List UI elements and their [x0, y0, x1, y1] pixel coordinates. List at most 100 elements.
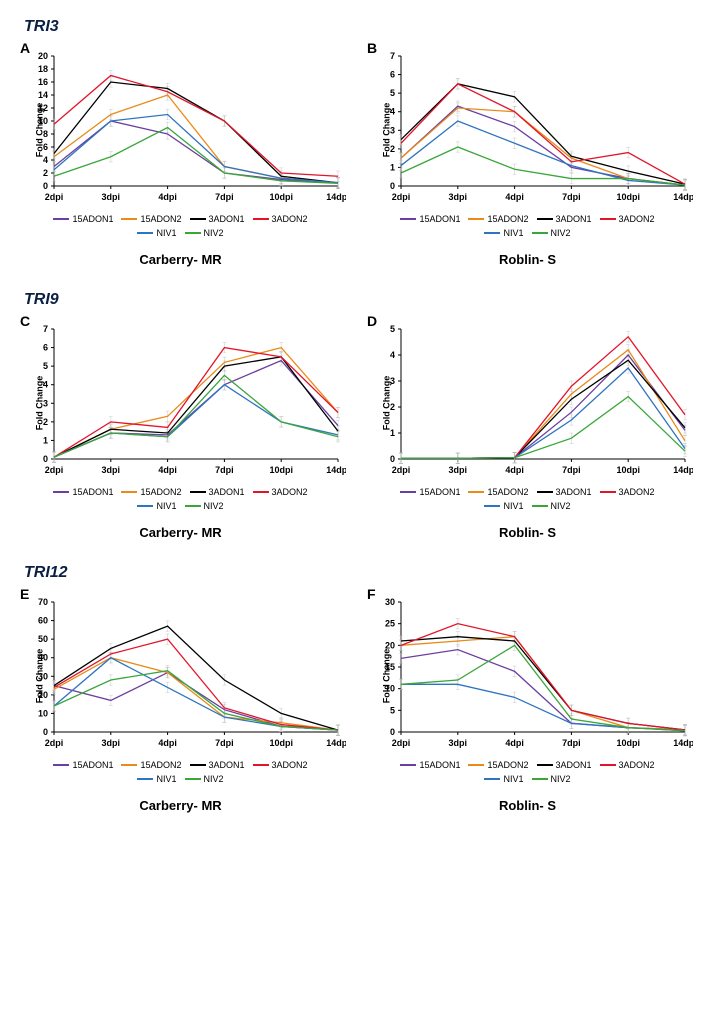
legend-label: 15ADON2 — [487, 487, 528, 497]
series-line-s15A2 — [54, 348, 338, 458]
chart-legend: 15ADON1 15ADON2 3ADON1 3ADON2 NIV1 — [31, 760, 331, 784]
svg-text:10dpi: 10dpi — [269, 738, 293, 748]
svg-text:0: 0 — [389, 727, 394, 737]
legend-label: 15ADON2 — [140, 487, 181, 497]
svg-text:2dpi: 2dpi — [44, 465, 63, 475]
gene-title: TRI3 — [24, 18, 698, 36]
legend-item-sN1: NIV1 — [137, 774, 176, 784]
y-axis-label: Fold Change — [381, 649, 391, 704]
line-chart: 012345672dpi3dpi4dpi7dpi10dpi14dpi — [16, 323, 346, 483]
cultivar-title: Carberry- MR — [139, 252, 221, 267]
svg-text:16: 16 — [37, 77, 47, 87]
legend-label: 15ADON2 — [487, 214, 528, 224]
series-line-sN2 — [54, 671, 338, 730]
legend-label: 15ADON1 — [419, 214, 460, 224]
legend-label: 3ADON2 — [272, 760, 308, 770]
series-line-sN1 — [401, 684, 685, 730]
svg-text:1: 1 — [42, 435, 47, 445]
series-line-sN1 — [54, 385, 338, 457]
legend-item-s15A1: 15ADON1 — [400, 487, 460, 497]
line-chart: 024681012141618202dpi3dpi4dpi7dpi10dpi14… — [16, 50, 346, 210]
legend-item-s15A2: 15ADON2 — [468, 214, 528, 224]
svg-text:7dpi: 7dpi — [562, 465, 581, 475]
legend-label: 15ADON1 — [72, 214, 113, 224]
svg-text:0: 0 — [389, 181, 394, 191]
legend-item-s15A1: 15ADON1 — [53, 760, 113, 770]
cultivar-title: Carberry- MR — [139, 525, 221, 540]
chart-panel: E Fold Change 0102030405060702dpi3dpi4dp… — [10, 586, 351, 831]
svg-text:0: 0 — [42, 454, 47, 464]
chart-panel: C Fold Change 012345672dpi3dpi4dpi7dpi10… — [10, 313, 351, 558]
svg-text:5: 5 — [42, 361, 47, 371]
svg-text:30: 30 — [384, 597, 394, 607]
series-line-s3A1 — [54, 626, 338, 730]
svg-text:3dpi: 3dpi — [101, 738, 120, 748]
legend-item-s15A1: 15ADON1 — [400, 760, 460, 770]
y-axis-label: Fold Change — [34, 376, 44, 431]
legend-item-s3A2: 3ADON2 — [600, 487, 655, 497]
svg-text:0: 0 — [42, 727, 47, 737]
line-chart: 0123452dpi3dpi4dpi7dpi10dpi14dpi — [363, 323, 693, 483]
legend-label: NIV2 — [551, 774, 571, 784]
series-line-s15A2 — [54, 95, 338, 183]
legend-label: 3ADON1 — [556, 760, 592, 770]
series-line-s15A2 — [401, 350, 685, 458]
series-line-sN1 — [401, 368, 685, 458]
svg-text:2dpi: 2dpi — [391, 192, 410, 202]
svg-text:50: 50 — [37, 634, 47, 644]
legend-item-s15A2: 15ADON2 — [121, 760, 181, 770]
svg-text:10dpi: 10dpi — [616, 738, 640, 748]
chart-legend: 15ADON1 15ADON2 3ADON1 3ADON2 NIV1 — [31, 214, 331, 238]
legend-item-sN2: NIV2 — [532, 501, 571, 511]
series-line-s3A2 — [401, 337, 685, 458]
legend-item-sN2: NIV2 — [532, 774, 571, 784]
svg-text:2dpi: 2dpi — [391, 738, 410, 748]
svg-text:3dpi: 3dpi — [448, 192, 467, 202]
legend-label: 3ADON1 — [209, 487, 245, 497]
svg-text:2dpi: 2dpi — [391, 465, 410, 475]
cultivar-title: Carberry- MR — [139, 798, 221, 813]
svg-text:7dpi: 7dpi — [215, 465, 234, 475]
legend-label: NIV1 — [156, 774, 176, 784]
gene-row: TRI9 C Fold Change 012345672dpi3dpi4dpi7… — [10, 291, 698, 558]
legend-item-s3A2: 3ADON2 — [253, 214, 308, 224]
legend-label: 15ADON1 — [72, 760, 113, 770]
legend-label: 15ADON1 — [419, 487, 460, 497]
chart-legend: 15ADON1 15ADON2 3ADON1 3ADON2 NIV1 — [31, 487, 331, 511]
legend-item-s15A2: 15ADON2 — [121, 214, 181, 224]
y-axis-label: Fold Change — [34, 103, 44, 158]
svg-text:14dpi: 14dpi — [326, 738, 346, 748]
chart-legend: 15ADON1 15ADON2 3ADON1 3ADON2 NIV1 — [378, 487, 678, 511]
svg-text:0: 0 — [389, 454, 394, 464]
svg-text:3dpi: 3dpi — [101, 192, 120, 202]
svg-text:25: 25 — [384, 619, 394, 629]
svg-text:7dpi: 7dpi — [562, 192, 581, 202]
legend-item-s15A1: 15ADON1 — [400, 214, 460, 224]
chart-panel: A Fold Change 024681012141618202dpi3dpi4… — [10, 40, 351, 285]
legend-label: 3ADON2 — [619, 760, 655, 770]
legend-label: 3ADON2 — [619, 487, 655, 497]
legend-label: 15ADON2 — [140, 760, 181, 770]
svg-text:14dpi: 14dpi — [673, 465, 693, 475]
series-line-s3A2 — [401, 624, 685, 730]
cultivar-title: Roblin- S — [499, 252, 556, 267]
svg-text:7: 7 — [389, 51, 394, 61]
legend-item-sN2: NIV2 — [185, 501, 224, 511]
series-line-s3A2 — [401, 84, 685, 184]
legend-label: NIV1 — [156, 228, 176, 238]
legend-label: 15ADON2 — [140, 214, 181, 224]
cultivar-title: Roblin- S — [499, 525, 556, 540]
legend-label: 15ADON1 — [72, 487, 113, 497]
series-line-sN2 — [54, 128, 338, 184]
svg-text:5: 5 — [389, 705, 394, 715]
legend-item-s3A2: 3ADON2 — [253, 760, 308, 770]
legend-label: 3ADON1 — [556, 487, 592, 497]
chart-legend: 15ADON1 15ADON2 3ADON1 3ADON2 NIV1 — [378, 760, 678, 784]
svg-text:7dpi: 7dpi — [562, 738, 581, 748]
series-line-s3A1 — [401, 637, 685, 730]
legend-item-s15A2: 15ADON2 — [468, 760, 528, 770]
svg-text:3dpi: 3dpi — [101, 465, 120, 475]
legend-item-s3A2: 3ADON2 — [253, 487, 308, 497]
legend-item-sN1: NIV1 — [484, 228, 523, 238]
cultivar-title: Roblin- S — [499, 798, 556, 813]
